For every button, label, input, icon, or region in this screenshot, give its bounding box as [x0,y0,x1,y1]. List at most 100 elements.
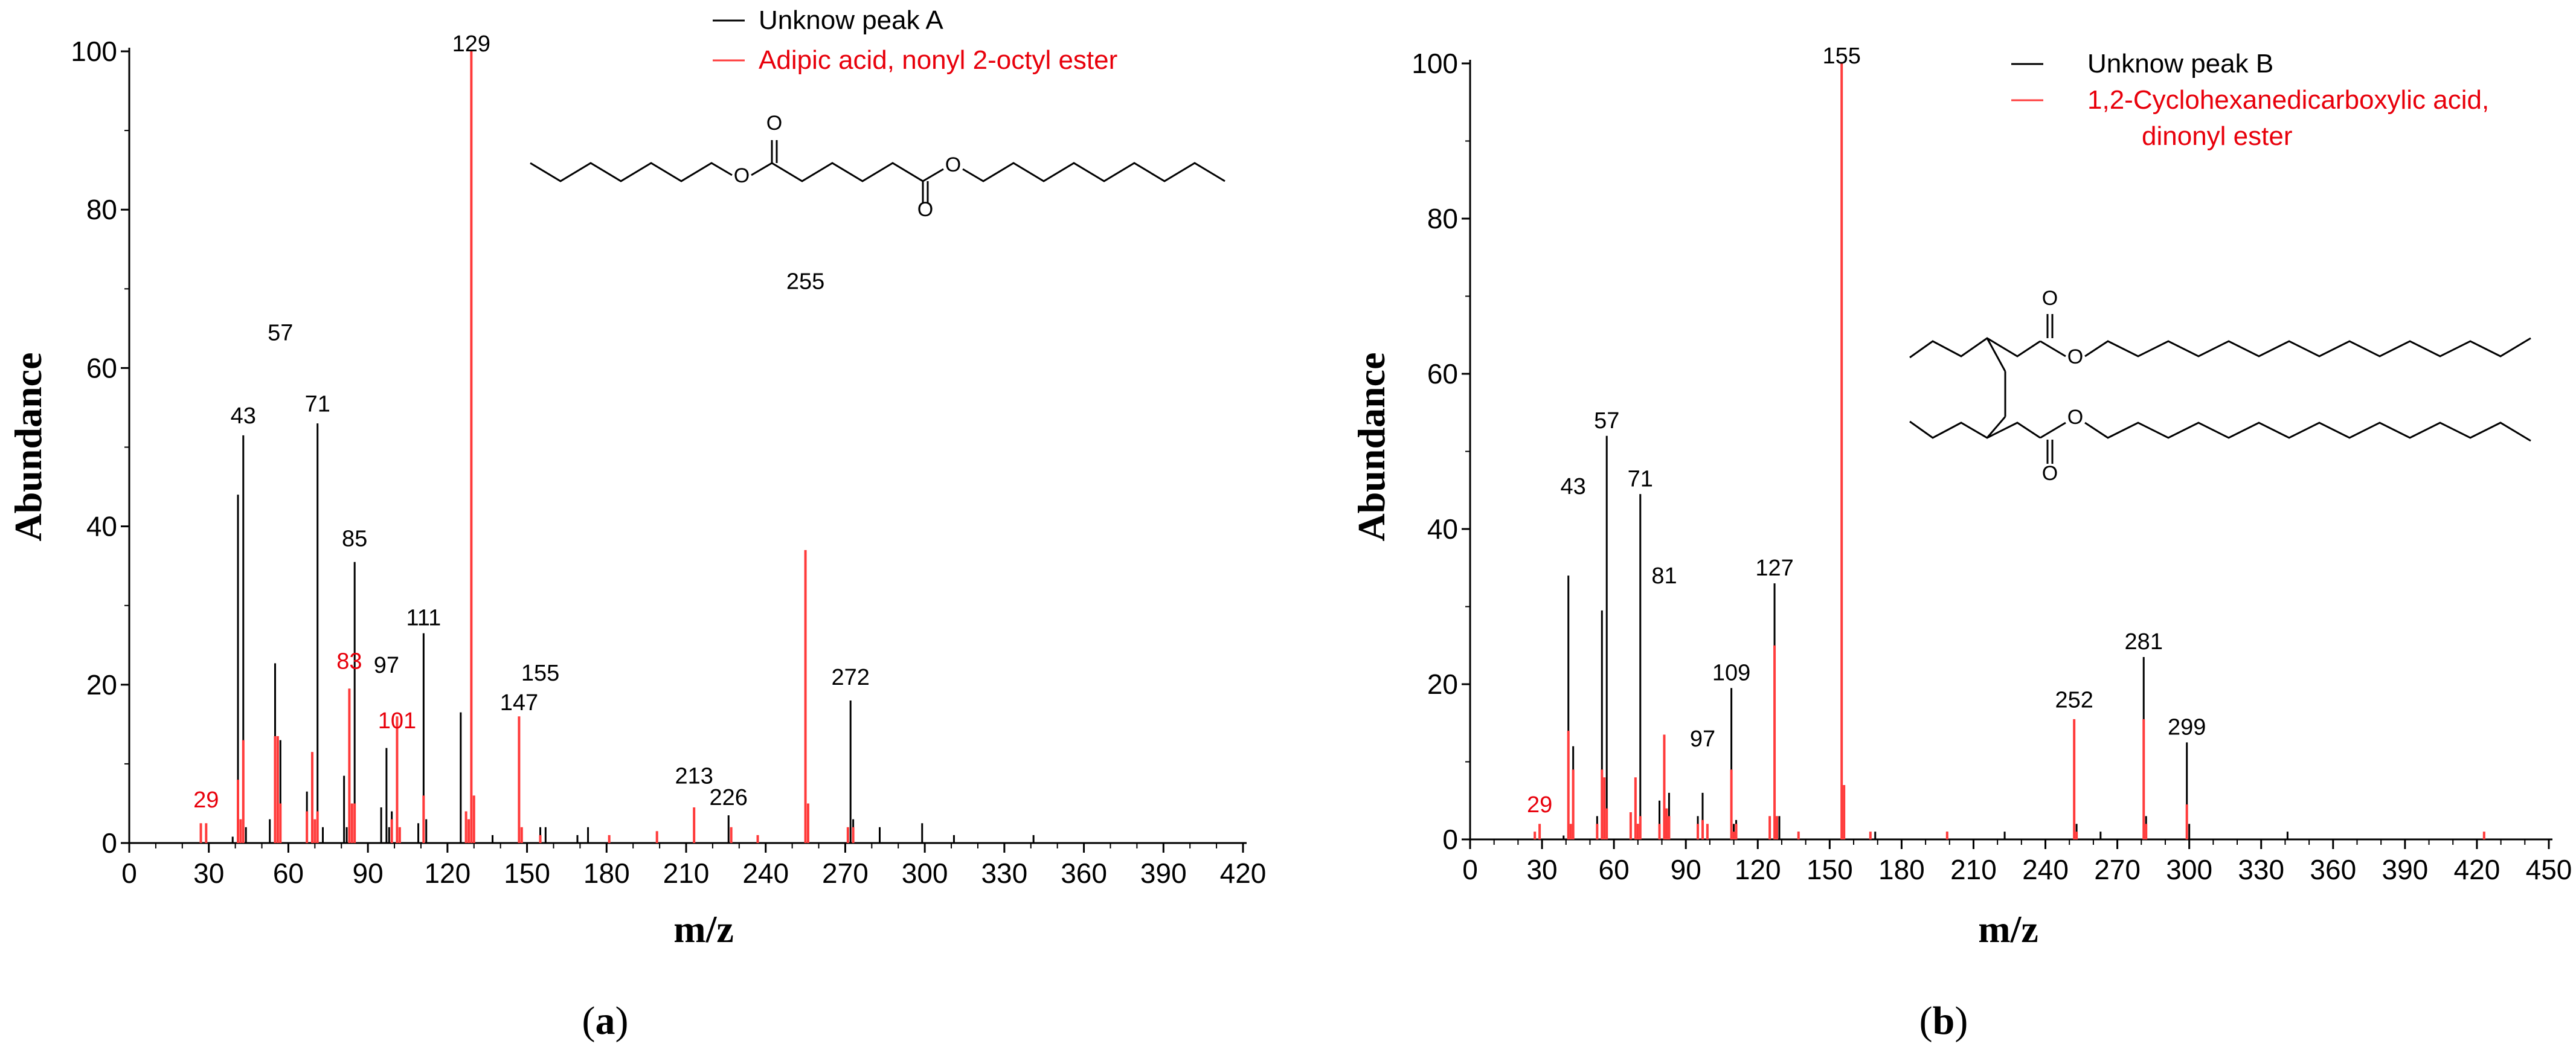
x-tick-label: 210 [663,858,710,889]
x-axis-title: m/z [1978,908,2038,951]
atom-label: O [917,198,933,221]
ring-bonds [1909,420,2041,439]
ring-bond [1986,338,2006,372]
atom-label: O [2042,287,2058,310]
y-tick-label: 40 [86,511,117,542]
peak-label: 81 [1651,563,1677,589]
x-tick-label: 300 [2166,854,2212,885]
x-tick-label: 420 [2454,854,2501,885]
peak-label: 155 [1822,43,1860,69]
peak-label: 71 [1628,466,1653,492]
x-tick-label: 270 [2094,854,2141,885]
peak-label: 101 [378,708,416,734]
y-tick-label: 20 [1427,668,1458,700]
atom-label: O [2067,406,2083,429]
ring-bond [1986,416,2006,438]
peak-label: 281 [2125,629,2163,655]
peak-label: 29 [1527,792,1552,818]
peak-label: 43 [1561,474,1586,499]
x-tick-label: 420 [1220,858,1267,889]
peak-label: 226 [710,785,748,810]
y-tick-label: 60 [86,352,117,383]
peak-label: 147 [500,690,538,716]
peak-label: 85 [342,526,367,551]
x-tick-label: 0 [1462,854,1478,885]
y-tick-label: 100 [71,36,117,67]
legend-entry-label: Adipic acid, nonyl 2-octyl ester [759,45,1117,75]
x-tick-label: 90 [353,858,384,889]
legend-entry-label: Unknow peak B [2087,49,2273,79]
y-tick-label: 0 [1442,824,1458,855]
x-tick-label: 360 [2310,854,2356,885]
panel-label: (a) [582,999,629,1043]
y-axis-title: Abundance [1350,353,1393,542]
x-tick-label: 60 [1599,854,1630,885]
chart-a: 0 20 40 60 80 100 0 30 60 90 120 150 180 210 240 270 300… [7,5,1266,1043]
x-tick-label: 300 [902,858,948,889]
peak-label: 71 [305,392,330,417]
peak-label: 155 [521,661,559,686]
legend-entry-label: 1,2-Cyclohexanedicarboxylic acid, [2087,85,2489,115]
y-tick-label: 80 [1427,203,1458,234]
x-axis-title: m/z [673,908,734,951]
x-tick-label: 30 [193,858,224,889]
x-tick-label: 180 [1878,854,1925,885]
legend-entry-label: dinonyl ester [2142,121,2292,151]
atom-label: O [766,112,782,135]
x-tick-label: 270 [822,858,869,889]
peak-label: 83 [336,649,362,675]
x-tick-label: 360 [1061,858,1107,889]
x-tick-label: 180 [583,858,630,889]
x-tick-label: 0 [121,858,137,889]
x-tick-label: 120 [424,858,471,889]
peak-label: 255 [786,269,824,294]
y-tick-label: 0 [101,827,117,859]
peak-label: 97 [374,653,399,678]
legend: Unknow peak B 1,2-Cyclohexanedicarboxylic… [2011,49,2489,151]
x-tick-label: 210 [1950,854,1997,885]
x-tick-label: 390 [2382,854,2428,885]
x-tick-label: 90 [1671,854,1701,885]
y-tick-label: 100 [1412,48,1458,79]
y-tick-label: 60 [1427,358,1458,390]
x-tick-label: 30 [1526,854,1557,885]
x-tick-label: 330 [2238,854,2284,885]
peak-label: 57 [268,321,293,346]
atom-label: O [945,153,961,176]
peak-label: 43 [231,403,256,429]
alkyl-chain [2084,422,2531,442]
peak-label: 299 [2168,715,2206,740]
x-tick-label: 450 [2526,854,2572,885]
atom-label: O [734,164,750,187]
x-tick-label: 150 [1807,854,1853,885]
peak-label: 97 [1690,726,1715,752]
x-tick-label: 240 [742,858,789,889]
atom-label: O [2067,345,2083,368]
ester-bond [922,168,944,182]
peak-label: 29 [193,787,219,813]
peak-label: 129 [452,31,490,57]
atom-label: O [2042,462,2058,485]
x-tick-label: 240 [2022,854,2069,885]
peak-label: 213 [675,764,713,789]
peak-label: 252 [2055,688,2093,713]
y-tick-label: 40 [1427,513,1458,545]
legend: Unknow peak A Adipic acid, nonyl 2-octyl … [713,5,1117,75]
peak-label: 109 [1712,661,1750,686]
x-tick-label: 60 [273,858,304,889]
ester-bond [2040,340,2066,357]
legend-entry-label: Unknow peak A [759,5,943,35]
peak-label: 111 [406,605,441,630]
y-tick-label: 20 [86,669,117,701]
ester-backbone [751,162,923,182]
peak-label: 272 [832,665,870,690]
peak-label: 57 [1594,408,1619,434]
panel-label: (b) [1919,999,1968,1043]
alkyl-chain [530,162,733,182]
ring-bonds [1909,337,2041,359]
chemical-structure [530,140,1225,203]
chart-b: 0 20 40 60 80 100 0 30 60 90 120 150 180 210 240 270 300… [1350,43,2572,1043]
x-tick-label: 150 [504,858,550,889]
y-tick-label: 80 [86,194,117,225]
